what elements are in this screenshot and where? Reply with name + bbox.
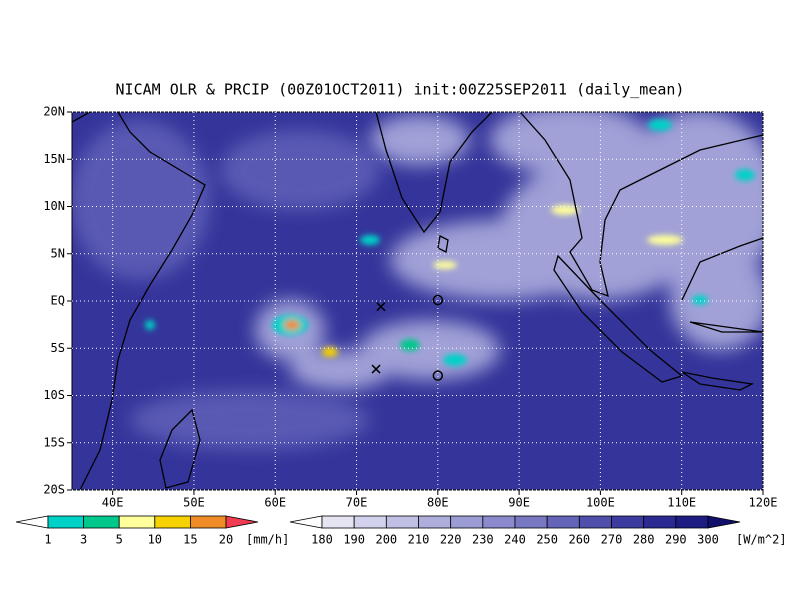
- precip: [648, 119, 672, 131]
- colorbar-label: 15: [183, 533, 197, 547]
- lat-tick-label: 20S: [43, 483, 65, 497]
- colorbar-label: 250: [536, 533, 558, 547]
- colorbar-label: 3: [80, 533, 87, 547]
- colorbar-label: 1: [44, 533, 51, 547]
- precip: [647, 235, 683, 245]
- colorbar-label: 290: [665, 533, 687, 547]
- colorbar-unit: [mm/h]: [246, 533, 289, 547]
- lon-tick-label: 110E: [667, 496, 696, 510]
- coastline: [437, 235, 449, 253]
- coastline: [159, 408, 201, 489]
- precip: [400, 339, 420, 351]
- colorbar-label: 280: [633, 533, 655, 547]
- coastline: [375, 112, 493, 234]
- precip: [692, 295, 708, 305]
- colorbar-box: [353, 515, 387, 529]
- cloud: [72, 120, 210, 280]
- marker-circle: [432, 294, 444, 306]
- colorbar-box: [118, 515, 156, 529]
- colorbar-box: [514, 515, 548, 529]
- colorbar-label: 190: [343, 533, 365, 547]
- colorbar-unit: [W/m^2]: [736, 533, 787, 547]
- colorbar-box: [321, 515, 355, 529]
- colorbar-box: [450, 515, 484, 529]
- colorbar-label: 200: [375, 533, 397, 547]
- colorbar-box: [482, 515, 516, 529]
- map-title: NICAM OLR & PRCIP (00Z01OCT2011) init:00…: [116, 81, 685, 99]
- colorbar-label: 210: [408, 533, 430, 547]
- precip: [551, 205, 579, 215]
- cloud: [370, 115, 470, 165]
- lat-tick-label: 15S: [43, 435, 65, 449]
- coastline: [72, 112, 206, 490]
- colorbar-box: [643, 515, 677, 529]
- lon-tick-label: 50E: [183, 496, 205, 510]
- lon-tick-label: 70E: [346, 496, 368, 510]
- marker-x: [376, 302, 386, 312]
- colorbar-label: 260: [568, 533, 590, 547]
- colorbar-box: [418, 515, 452, 529]
- lat-tick-label: 10S: [43, 388, 65, 402]
- colorbar-label: 20: [219, 533, 233, 547]
- lat-tick-label: 10N: [43, 199, 65, 213]
- precip: [433, 261, 457, 269]
- lon-tick-label: 120E: [749, 496, 778, 510]
- coastline: [519, 112, 763, 298]
- lat-tick-label: 5N: [51, 246, 65, 260]
- lat-tick-label: 20N: [43, 105, 65, 119]
- cloud: [360, 320, 500, 380]
- colorbar-end: [15, 515, 49, 529]
- colorbar-box: [578, 515, 612, 529]
- colorbar-end: [225, 515, 259, 529]
- colorbar-label: 230: [472, 533, 494, 547]
- precip-field: [145, 119, 755, 366]
- marker-x: [371, 364, 381, 374]
- marker-circle: [432, 370, 444, 381]
- cloud: [130, 390, 370, 450]
- lon-tick-label: 90E: [508, 496, 530, 510]
- cloud-field: [255, 112, 763, 390]
- colorbar-end: [707, 515, 741, 529]
- precip: [145, 320, 155, 330]
- colorbar-label: 270: [601, 533, 623, 547]
- lat-tick-label: EQ: [51, 294, 65, 308]
- overlay: 40E 50E 60E 70E 80E 90E 100E 110E 120E20N15N10N5…: [15, 105, 787, 547]
- colorbar-box: [83, 515, 120, 529]
- colorbar-label: 10: [148, 533, 162, 547]
- coastline: [553, 254, 684, 383]
- colorbar-label: 300: [697, 533, 719, 547]
- colorbar-label: 220: [440, 533, 462, 547]
- cloud-field: [72, 120, 380, 450]
- lon-tick-label: 80E: [427, 496, 449, 510]
- colorbar-label: 5: [116, 533, 123, 547]
- cloud: [290, 350, 390, 390]
- map-field: [72, 112, 763, 490]
- precip: [360, 235, 380, 245]
- cloud: [490, 112, 650, 175]
- colorbar-label: 240: [504, 533, 526, 547]
- cloud: [670, 250, 763, 350]
- colorbar-box: [189, 515, 227, 529]
- precip: [284, 320, 300, 330]
- coastline: [681, 371, 755, 391]
- colorbar-box: [154, 515, 191, 529]
- lat-tick-label: 5S: [51, 341, 65, 355]
- colorbar-box: [675, 515, 709, 529]
- colorbar-end: [289, 515, 323, 529]
- colorbar-label: 180: [311, 533, 333, 547]
- cloud: [620, 112, 763, 290]
- lon-tick-label: 100E: [586, 496, 615, 510]
- lon-tick-label: 40E: [102, 496, 124, 510]
- colorbar-box: [611, 515, 645, 529]
- colorbar-box: [385, 515, 419, 529]
- colorbar-box: [546, 515, 580, 529]
- lat-tick-label: 15N: [43, 152, 65, 166]
- cloud: [220, 130, 380, 210]
- lon-tick-label: 60E: [264, 496, 286, 510]
- colorbar-box: [47, 515, 84, 529]
- precip: [443, 354, 467, 366]
- precip: [322, 347, 338, 357]
- precip: [735, 169, 755, 181]
